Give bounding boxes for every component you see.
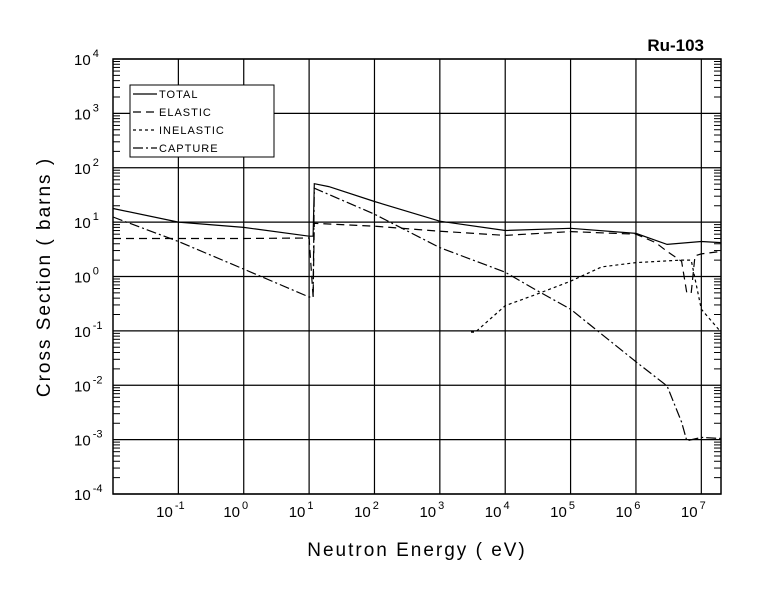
- y-tick-label: 10 3: [74, 102, 99, 123]
- legend: TOTAL ELASTIC INELASTIC CAPTURE: [129, 84, 275, 158]
- legend-label-elastic: ELASTIC: [159, 107, 212, 119]
- legend-label-capture: CAPTURE: [159, 143, 219, 155]
- series-total-line: [112, 182, 722, 246]
- y-tick-label: 10 4: [74, 48, 99, 69]
- y-tick-label: 10 -1: [74, 320, 102, 341]
- series-inelastic-line: [471, 259, 722, 333]
- legend-label-total: TOTAL: [159, 89, 198, 101]
- y-axis-title: Cross Section ( barns ): [34, 157, 55, 397]
- x-tick-label: 10 7: [681, 500, 706, 521]
- x-tick-label: 10 0: [223, 500, 248, 521]
- y-tick-label: 10 1: [74, 211, 99, 232]
- x-axis-title: Neutron Energy ( eV): [307, 540, 527, 561]
- x-tick-label: 10 2: [354, 500, 379, 521]
- x-tick-label: 10 5: [550, 500, 575, 521]
- chart-title: Ru-103: [647, 36, 704, 55]
- y-tick-label: 10 -3: [74, 429, 102, 450]
- x-tick-label: 10 6: [616, 500, 641, 521]
- series-lines: [112, 182, 722, 442]
- legend-box: [129, 84, 275, 158]
- plot-frame: [112, 58, 722, 495]
- y-tick-label: 10 -4: [74, 483, 102, 504]
- x-tick-label: 10 3: [419, 500, 444, 521]
- x-tick-label: 10 -1: [156, 500, 184, 521]
- x-tick-label: 10 1: [289, 500, 314, 521]
- series-capture-line: [112, 187, 722, 442]
- series-elastic-line: [113, 222, 722, 298]
- y-tick-label: 10 -2: [74, 374, 102, 395]
- y-tick-label: 10 2: [74, 157, 99, 178]
- y-tick-label: 10 0: [74, 266, 99, 287]
- x-tick-label: 10 4: [485, 500, 510, 521]
- x-tick-labels: 10 -1 10 0 10 1 10 2 10 3 10 4 10 5 10 6 10 7: [156, 500, 706, 521]
- legend-label-inelastic: INELASTIC: [159, 125, 225, 137]
